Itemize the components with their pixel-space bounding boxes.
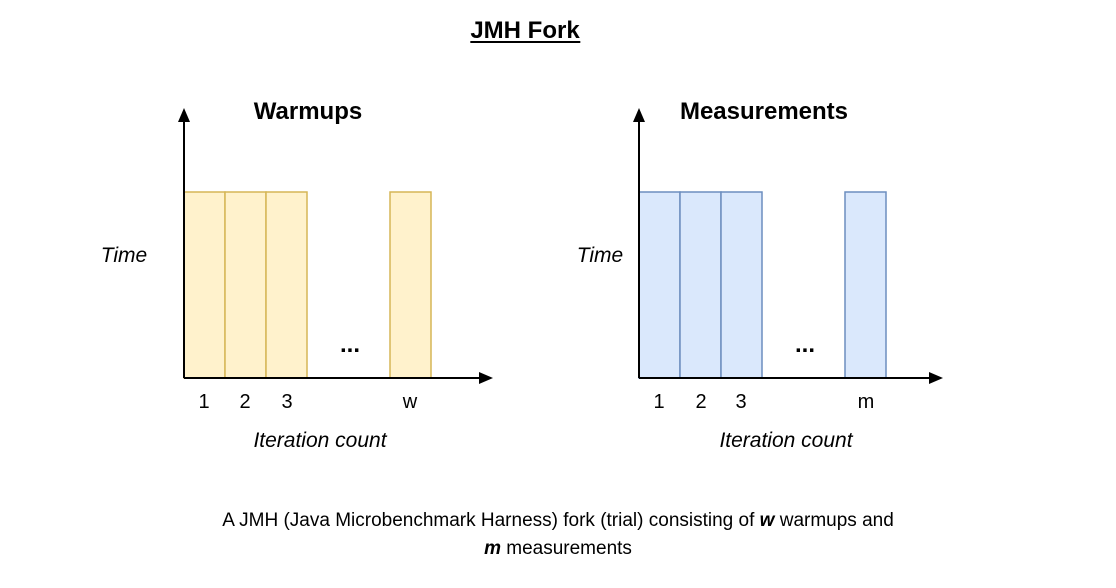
measurement-bar-1: [638, 191, 681, 379]
warmup-bar-w: [389, 191, 432, 379]
measurements-y-axis-arrow-icon: [633, 108, 645, 122]
caption-w: w: [759, 510, 775, 531]
warmups-panel: Warmups Time ... 1 2 3 w Iteration count: [101, 98, 493, 452]
diagram-title: JMH Fork: [470, 17, 580, 44]
caption-m: m: [484, 538, 501, 559]
measurements-y-axis-label: Time: [577, 244, 623, 267]
measurements-panel: Measurements Time ... 1 2 3 m Iteration …: [577, 98, 943, 452]
warmups-y-axis-arrow-icon: [178, 108, 190, 122]
measurements-tick-2: 2: [695, 391, 706, 413]
warmup-bar-3: [265, 191, 308, 379]
warmups-title: Warmups: [254, 98, 362, 125]
measurements-tick-1: 1: [653, 391, 664, 413]
warmups-ellipsis: ...: [340, 331, 360, 358]
warmups-x-axis-label: Iteration count: [253, 429, 387, 452]
measurements-ellipsis: ...: [795, 331, 815, 358]
warmup-bar-2: [224, 191, 267, 379]
measurements-tick-m: m: [858, 391, 875, 413]
warmups-tick-2: 2: [239, 391, 250, 413]
warmups-tick-w: w: [402, 391, 418, 413]
measurements-title: Measurements: [680, 98, 848, 125]
measurements-x-axis-arrow-icon: [929, 372, 943, 384]
measurement-bar-3: [720, 191, 763, 379]
measurements-tick-3: 3: [735, 391, 746, 413]
measurement-bar-2: [679, 191, 722, 379]
diagram-caption: A JMH (Java Microbenchmark Harness) fork…: [0, 507, 1116, 563]
warmups-tick-1: 1: [198, 391, 209, 413]
caption-text-2: warmups and: [774, 510, 894, 531]
warmup-bar-1: [183, 191, 226, 379]
caption-text-3: measurements: [500, 538, 632, 559]
caption-text-1: A JMH (Java Microbenchmark Harness) fork…: [222, 510, 760, 531]
warmups-x-axis-arrow-icon: [479, 372, 493, 384]
measurement-bar-m: [844, 191, 887, 379]
warmups-y-axis-label: Time: [101, 244, 147, 267]
measurements-x-axis-label: Iteration count: [719, 429, 853, 452]
warmups-tick-3: 3: [281, 391, 292, 413]
